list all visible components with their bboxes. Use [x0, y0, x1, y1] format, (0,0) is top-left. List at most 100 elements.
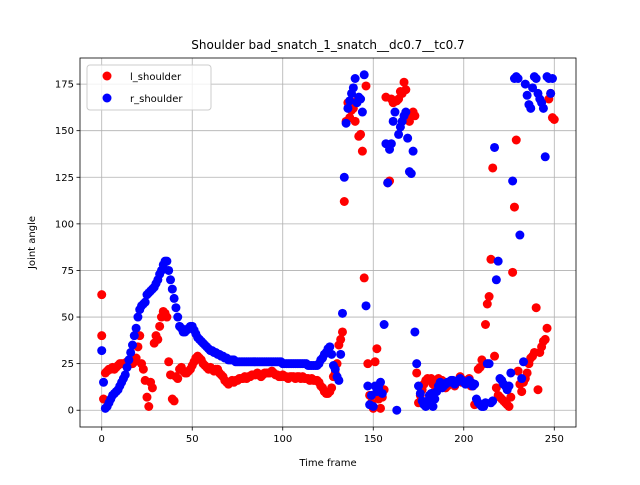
- data-point-r-shoulder: [522, 90, 532, 100]
- data-point-l-shoulder: [533, 385, 543, 395]
- data-point-l-shoulder: [361, 81, 371, 91]
- data-point-l-shoulder: [169, 396, 179, 406]
- data-point-r-shoulder: [428, 402, 438, 411]
- data-point-l-shoulder: [506, 392, 516, 402]
- y-axis-label: Joint angle: [27, 216, 38, 270]
- data-point-r-shoulder: [410, 327, 420, 337]
- data-point-l-shoulder: [336, 334, 346, 344]
- data-point-r-shoulder: [390, 107, 400, 117]
- data-point-r-shoulder: [488, 396, 498, 406]
- data-point-r-shoulder: [131, 323, 141, 333]
- data-point-l-shoulder: [327, 383, 337, 393]
- data-point-r-shoulder: [126, 347, 136, 357]
- data-point-r-shoulder: [394, 129, 404, 139]
- data-point-l-shoulder: [337, 327, 347, 337]
- data-point-l-shoulder: [153, 334, 163, 344]
- data-point-r-shoulder: [379, 320, 389, 329]
- data-point-l-shoulder: [356, 129, 366, 139]
- data-point-l-shoulder: [513, 366, 523, 376]
- data-point-r-shoulder: [490, 142, 500, 152]
- legend-label-l-shoulder: l_shoulder: [130, 72, 182, 83]
- data-point-r-shoulder: [336, 349, 346, 359]
- data-point-r-shoulder: [538, 103, 548, 113]
- data-point-r-shoulder: [359, 70, 369, 80]
- data-point-l-shoulder: [372, 344, 382, 354]
- data-point-r-shoulder: [330, 364, 340, 374]
- y-tick-label: 0: [68, 406, 74, 417]
- data-point-r-shoulder: [166, 275, 176, 285]
- data-point-l-shoulder: [131, 353, 141, 363]
- data-point-l-shoulder: [517, 387, 527, 397]
- data-point-r-shoulder: [350, 74, 360, 83]
- data-point-r-shoulder: [526, 103, 536, 113]
- data-point-r-shoulder: [491, 275, 501, 285]
- data-point-l-shoulder: [488, 163, 498, 173]
- x-tick-label: 150: [364, 434, 383, 445]
- plot-frame: [79, 57, 577, 428]
- data-point-l-shoulder: [357, 146, 367, 156]
- data-point-r-shoulder: [377, 388, 387, 398]
- data-point-r-shoulder: [392, 405, 402, 415]
- data-point-l-shoulder: [549, 115, 559, 124]
- data-point-l-shoulder: [370, 357, 380, 367]
- data-point-r-shoulder: [493, 256, 503, 266]
- data-point-l-shoulder: [504, 402, 514, 411]
- data-point-r-shoulder: [386, 139, 396, 149]
- y-tick-label: 75: [61, 266, 74, 277]
- data-point-r-shoulder: [484, 359, 494, 369]
- data-point-l-shoulder: [522, 368, 532, 378]
- data-point-r-shoulder: [99, 377, 109, 387]
- data-point-r-shoulder: [173, 312, 183, 322]
- data-point-r-shoulder: [504, 381, 514, 391]
- data-point-r-shoulder: [122, 362, 132, 372]
- data-point-r-shoulder: [124, 355, 134, 365]
- chart-title: Shoulder bad_snatch_1_snatch__dc0.7__tc0…: [191, 38, 464, 52]
- data-point-r-shoulder: [531, 74, 541, 83]
- axis-ticks: 0 50 100 150 200 250 0 25 50 75 100 125 150 175: [55, 80, 564, 445]
- data-point-l-shoulder: [162, 312, 172, 322]
- x-axis-label: Time frame: [298, 458, 356, 469]
- x-tick-label: 200: [454, 434, 473, 445]
- data-point-l-shoulder: [147, 383, 157, 393]
- data-point-r-shoulder: [171, 303, 181, 313]
- data-point-r-shoulder: [363, 381, 373, 391]
- data-point-l-shoulder: [401, 85, 411, 95]
- data-point-l-shoulder: [508, 267, 518, 277]
- data-point-r-shoulder: [327, 349, 337, 359]
- data-point-r-shoulder: [517, 374, 527, 384]
- data-point-l-shoulder: [339, 197, 349, 206]
- data-point-r-shoulder: [348, 83, 358, 93]
- data-point-l-shoulder: [375, 403, 385, 413]
- y-tick-label: 50: [61, 313, 74, 324]
- data-point-r-shoulder: [368, 402, 378, 411]
- data-point-l-shoulder: [511, 135, 521, 145]
- data-point-r-shoulder: [546, 88, 556, 98]
- data-point-r-shoulder: [334, 375, 344, 385]
- data-point-r-shoulder: [357, 107, 367, 117]
- data-point-r-shoulder: [412, 359, 422, 369]
- data-point-l-shoulder: [97, 290, 107, 300]
- data-point-r-shoulder: [341, 118, 351, 128]
- data-point-l-shoulder: [490, 351, 500, 361]
- data-point-r-shoulder: [388, 116, 398, 126]
- data-point-l-shoulder: [412, 368, 422, 378]
- data-point-l-shoulder: [484, 292, 494, 302]
- legend-marker-l-shoulder: [102, 71, 112, 81]
- data-point-l-shoulder: [491, 383, 501, 393]
- x-tick-label: 50: [186, 434, 199, 445]
- data-point-l-shoulder: [509, 202, 519, 212]
- data-point-l-shoulder: [531, 303, 541, 313]
- data-point-r-shoulder: [540, 152, 550, 162]
- data-point-l-shoulder: [486, 254, 496, 264]
- data-point-r-shoulder: [97, 346, 107, 356]
- x-tick-label: 250: [545, 434, 564, 445]
- data-point-r-shoulder: [120, 370, 130, 380]
- data-point-r-shoulder: [356, 94, 366, 104]
- data-point-l-shoulder: [363, 359, 373, 369]
- data-point-r-shoulder: [140, 297, 150, 307]
- data-point-l-shoulder: [138, 364, 148, 374]
- y-tick-label: 100: [55, 219, 74, 230]
- data-point-r-shoulder: [406, 169, 416, 179]
- data-point-l-shoulder: [359, 273, 369, 283]
